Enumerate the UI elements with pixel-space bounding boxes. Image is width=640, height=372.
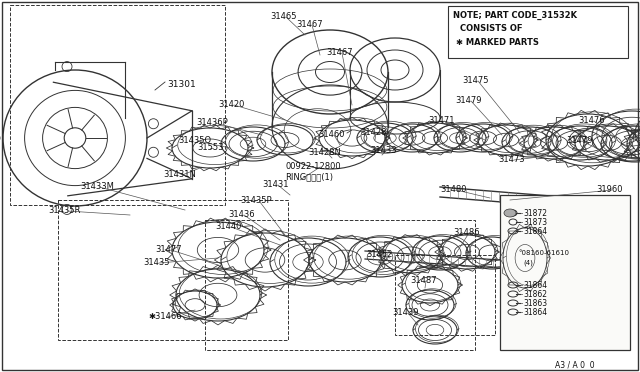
Text: 00922-12800: 00922-12800: [285, 162, 340, 171]
Text: 31431N: 31431N: [163, 170, 196, 179]
Text: 31476: 31476: [578, 116, 605, 125]
Bar: [205, 220, 475, 350]
Text: 31864: 31864: [523, 227, 547, 236]
Text: 31435: 31435: [143, 258, 170, 267]
Text: 31467: 31467: [296, 20, 323, 29]
Text: 31864: 31864: [523, 281, 547, 290]
Ellipse shape: [504, 209, 516, 217]
Text: 31435P: 31435P: [240, 196, 271, 205]
Text: 31553: 31553: [197, 143, 223, 152]
Text: ✱ MARKED PARTS: ✱ MARKED PARTS: [456, 38, 539, 47]
Text: 31873: 31873: [523, 218, 547, 227]
Text: 31479: 31479: [455, 96, 481, 105]
Text: 31477: 31477: [155, 245, 182, 254]
Text: 31475: 31475: [462, 76, 488, 85]
Text: 31960: 31960: [596, 185, 623, 194]
Text: 31479: 31479: [566, 136, 593, 145]
Text: 31433M: 31433M: [80, 182, 114, 191]
Text: 31460: 31460: [318, 130, 344, 139]
Text: 31864: 31864: [523, 308, 547, 317]
Text: 31436: 31436: [228, 210, 255, 219]
Text: ✱31466: ✱31466: [148, 312, 182, 321]
Bar: [58, 200, 288, 340]
Text: 31467: 31467: [326, 48, 353, 57]
Text: 31487: 31487: [410, 276, 436, 285]
Text: 31473: 31473: [498, 155, 525, 164]
Text: °08160-61610: °08160-61610: [518, 250, 569, 256]
Text: 31471: 31471: [428, 116, 454, 125]
Text: 31428N: 31428N: [308, 148, 341, 157]
Text: 31863: 31863: [523, 299, 547, 308]
Text: 31301: 31301: [167, 80, 196, 89]
Bar: [10, 5, 225, 205]
Text: 31433: 31433: [370, 146, 397, 155]
Text: NOTE; PART CODE_31532K: NOTE; PART CODE_31532K: [453, 11, 577, 20]
Text: 31431: 31431: [262, 180, 289, 189]
Text: 31435O: 31435O: [178, 136, 211, 145]
Bar: [448, 6, 628, 58]
Text: (4): (4): [523, 260, 533, 266]
Text: 31428: 31428: [360, 128, 387, 137]
Bar: [395, 255, 495, 335]
Text: A3 / A 0  0: A3 / A 0 0: [555, 360, 595, 369]
Bar: [500, 195, 630, 350]
Text: 31862: 31862: [523, 290, 547, 299]
Text: 31486: 31486: [453, 228, 479, 237]
Text: 31440: 31440: [215, 222, 241, 231]
Text: 31435R: 31435R: [48, 206, 81, 215]
Text: 31436P: 31436P: [196, 118, 228, 127]
Text: 31465: 31465: [270, 12, 296, 21]
Text: RINGリング(1): RINGリング(1): [285, 172, 333, 181]
Text: CONSISTS OF: CONSISTS OF: [460, 24, 522, 33]
Text: 31439: 31439: [392, 308, 419, 317]
Text: 31872: 31872: [523, 209, 547, 218]
Text: 31452: 31452: [366, 250, 392, 259]
Text: 31480: 31480: [440, 185, 467, 194]
Text: 31420: 31420: [218, 100, 244, 109]
